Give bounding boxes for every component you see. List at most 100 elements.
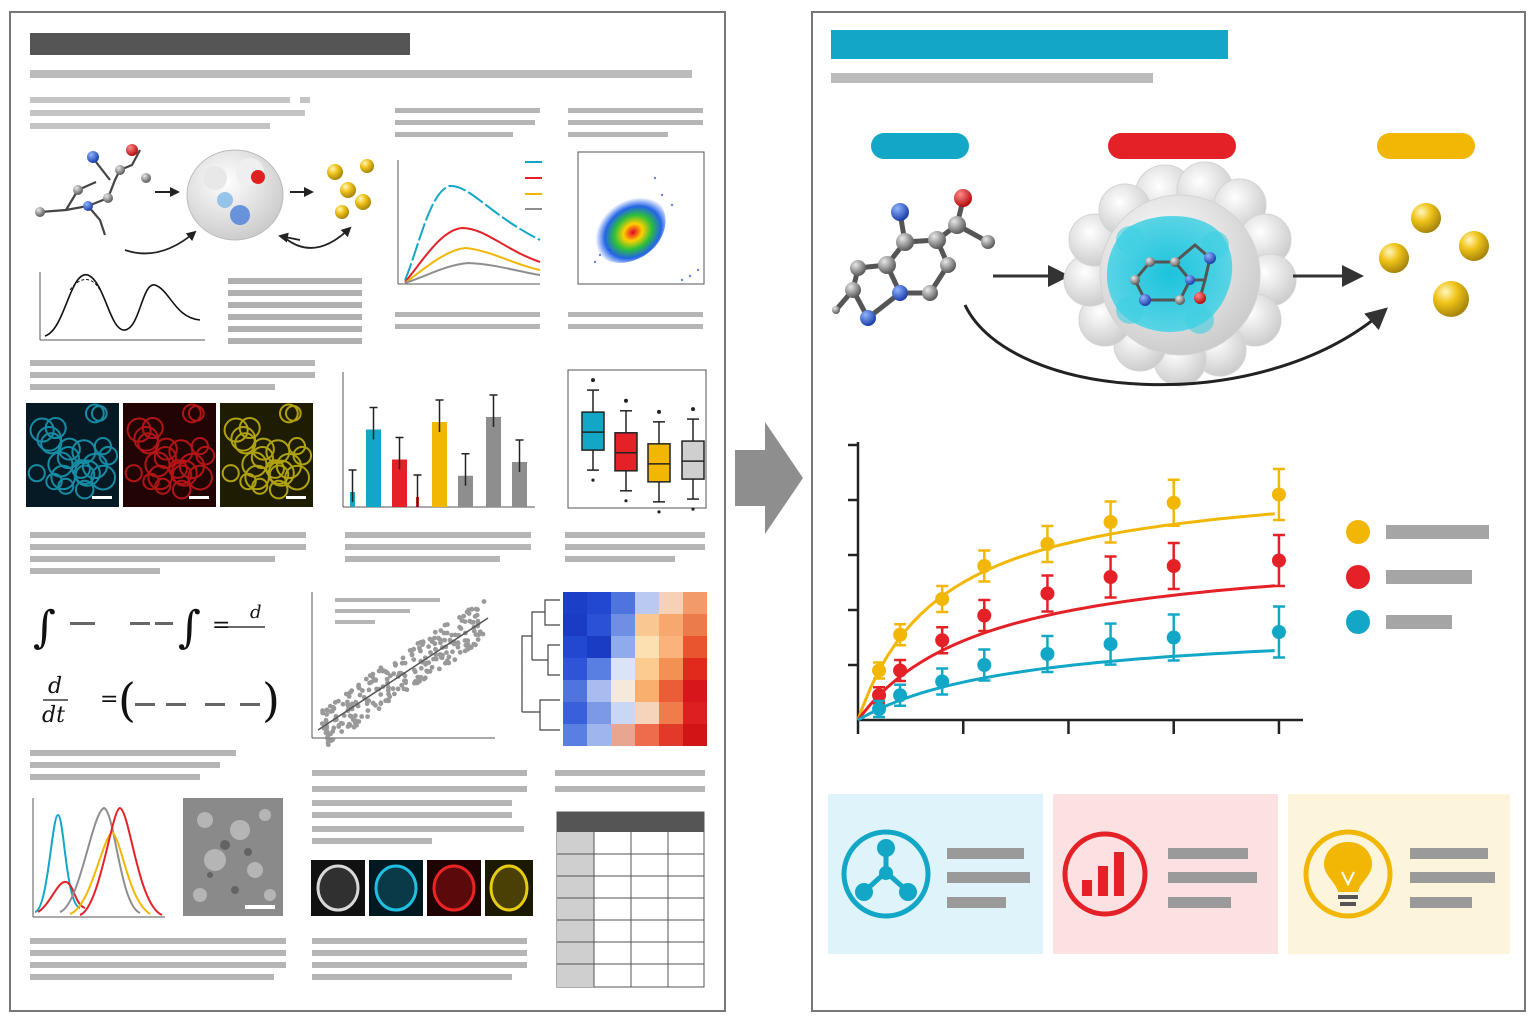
lightbulb-icon bbox=[1303, 829, 1393, 919]
scatter-point bbox=[433, 646, 438, 652]
cell-outline bbox=[74, 479, 95, 500]
scatter-point bbox=[325, 742, 331, 748]
legend-label-bar bbox=[1386, 615, 1452, 629]
scatter-point bbox=[387, 694, 393, 700]
data-point-cyan bbox=[1040, 647, 1055, 661]
heatmap-cell bbox=[611, 702, 635, 724]
scatter-point bbox=[462, 638, 468, 643]
scatter-point bbox=[425, 669, 431, 675]
scatter-point bbox=[320, 710, 326, 716]
data-point-red bbox=[1166, 559, 1181, 573]
scatter-point bbox=[481, 599, 487, 604]
box bbox=[647, 443, 671, 483]
scatter-point bbox=[336, 698, 341, 704]
cell-outline bbox=[284, 464, 311, 491]
heatmap-cell bbox=[611, 592, 635, 614]
scatter-point bbox=[383, 669, 388, 674]
clustered-heatmap bbox=[521, 592, 707, 746]
stage-label-red bbox=[1108, 133, 1236, 159]
right-panel bbox=[811, 11, 1526, 1012]
scatter-point bbox=[413, 679, 418, 684]
heatmap-cell bbox=[587, 614, 611, 636]
scatter-point bbox=[463, 642, 469, 648]
cell-outline bbox=[238, 417, 261, 440]
scatter-point bbox=[457, 624, 462, 630]
summary-card-yellow bbox=[1288, 794, 1510, 954]
scatter-point bbox=[415, 641, 421, 646]
scatter-point bbox=[452, 657, 458, 663]
scatter-point bbox=[339, 729, 345, 734]
scatter-point bbox=[417, 678, 422, 684]
cell-outline bbox=[154, 477, 172, 495]
data-point-red bbox=[1271, 553, 1286, 568]
scatter-point bbox=[409, 648, 414, 653]
scatter-point bbox=[417, 645, 422, 651]
scatter-point bbox=[384, 676, 390, 682]
small-reaction-scheme bbox=[35, 144, 374, 255]
outlier bbox=[657, 409, 661, 414]
scatter-point bbox=[323, 725, 329, 731]
data-point-yellow bbox=[935, 592, 950, 606]
heatmap-cell bbox=[587, 636, 611, 658]
cell-outline bbox=[171, 479, 192, 500]
heatmap-cell bbox=[611, 680, 635, 702]
heatmap-cell bbox=[659, 658, 683, 680]
scatter-point bbox=[353, 713, 358, 719]
heatmap-cell bbox=[659, 636, 683, 658]
data-point-red bbox=[893, 663, 908, 678]
heatmap-cell bbox=[683, 702, 707, 724]
equation-block: ∫ = ∫ d dt = ( ) d bbox=[33, 602, 280, 728]
heatmap-cell bbox=[563, 636, 587, 658]
scatter-point bbox=[447, 637, 453, 643]
scatter-point bbox=[429, 637, 434, 643]
left-panel: ∫ = ∫ d dt = ( ) d bbox=[9, 11, 726, 1012]
derivative-denominator: dt bbox=[42, 703, 65, 728]
cell-outline bbox=[56, 446, 80, 470]
box bbox=[614, 432, 638, 472]
scatter-point bbox=[346, 694, 352, 699]
scatter-point bbox=[388, 673, 393, 679]
data-point-yellow bbox=[977, 559, 992, 573]
data-point-red bbox=[935, 633, 950, 648]
scatter-point bbox=[461, 613, 467, 619]
heatmap-cell bbox=[683, 680, 707, 702]
scatter-point bbox=[436, 635, 441, 641]
data-point-red bbox=[1103, 570, 1118, 584]
heatmap-cell bbox=[563, 724, 587, 746]
heatmap-cell bbox=[611, 636, 635, 658]
scatter-point bbox=[336, 722, 342, 728]
scatter-point bbox=[472, 614, 478, 619]
scatter-point bbox=[468, 645, 474, 650]
derivative-numerator: d bbox=[48, 674, 62, 699]
scatter-point bbox=[438, 640, 443, 646]
scatter-point bbox=[402, 673, 408, 679]
cell-outline bbox=[74, 464, 96, 485]
cell-outline bbox=[73, 459, 101, 487]
data-point-cyan bbox=[872, 702, 887, 716]
data-point-yellow bbox=[1166, 495, 1181, 510]
scatter-point bbox=[475, 607, 480, 612]
left-text-block-3 bbox=[30, 360, 315, 390]
scatter-point bbox=[429, 664, 435, 670]
scatter-point bbox=[455, 644, 461, 650]
scatter-point bbox=[331, 705, 336, 710]
heatmap-cell bbox=[587, 592, 611, 614]
scatter-point bbox=[439, 652, 445, 658]
heatmap-cell bbox=[587, 680, 611, 702]
cell-outline bbox=[267, 459, 295, 487]
heatmap-cell bbox=[611, 658, 635, 680]
scatter-point bbox=[403, 680, 408, 686]
left-text-block-5 bbox=[30, 750, 705, 844]
stage-label-cyan bbox=[871, 133, 969, 159]
left-text-lines-top bbox=[30, 97, 310, 129]
cell-outline bbox=[141, 417, 164, 440]
equals-sign-1: = bbox=[212, 613, 230, 638]
heatmap-cell bbox=[635, 592, 659, 614]
scatter-point bbox=[348, 714, 354, 719]
heatmap-cell bbox=[587, 658, 611, 680]
scatter-point bbox=[420, 639, 426, 645]
scatter-point bbox=[323, 730, 329, 736]
scatter-point bbox=[324, 707, 330, 713]
cell-outline bbox=[90, 404, 108, 422]
scatter-point bbox=[357, 692, 363, 698]
